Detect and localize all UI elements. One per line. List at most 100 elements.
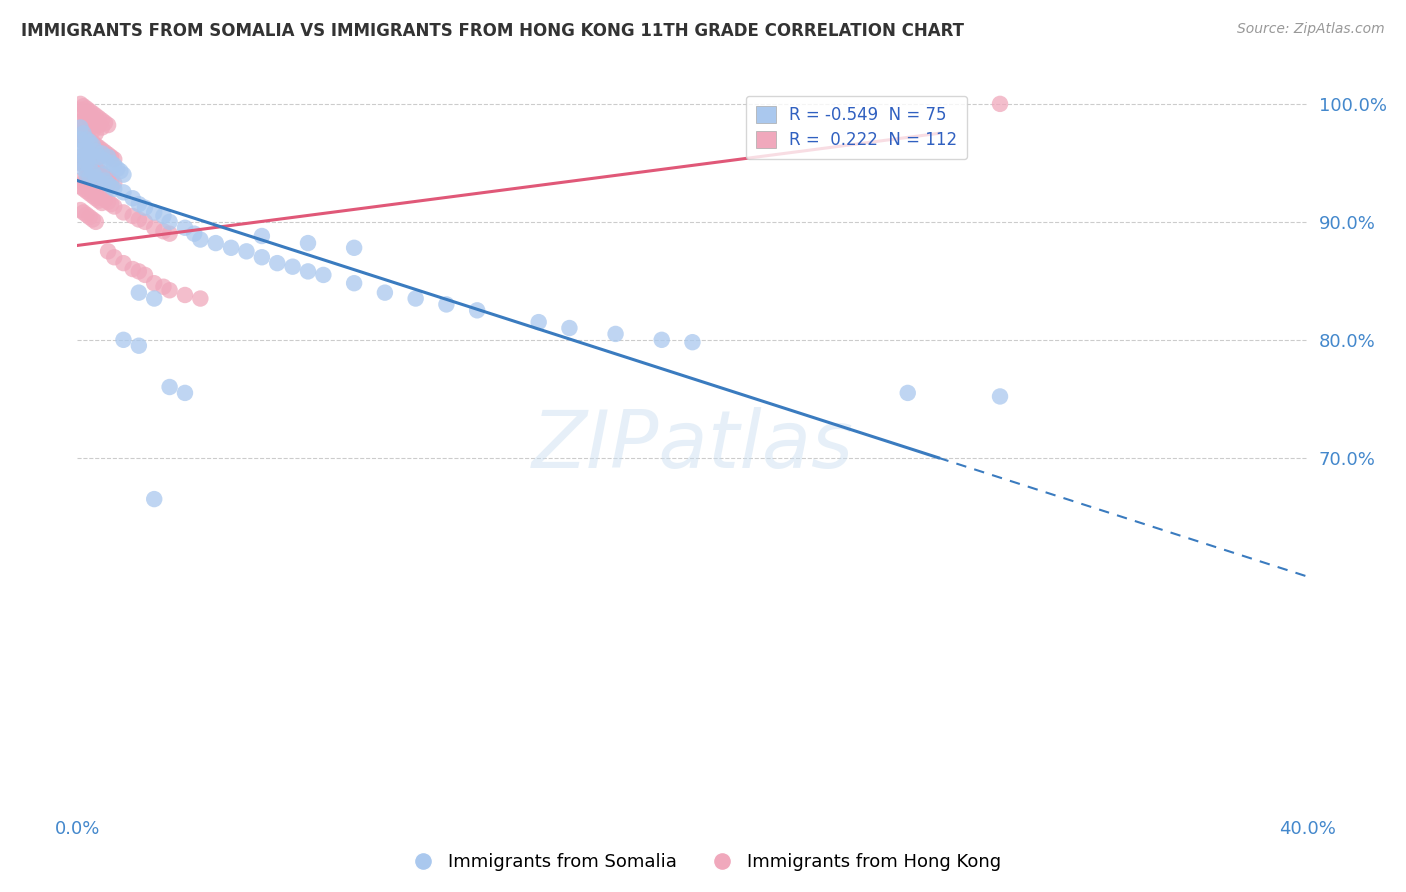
Point xyxy=(69,103,91,117)
Point xyxy=(343,276,366,290)
Point xyxy=(87,187,110,202)
Point xyxy=(134,201,156,215)
Point xyxy=(69,132,91,146)
Point xyxy=(90,149,114,163)
Point xyxy=(235,244,257,259)
Point xyxy=(100,156,122,170)
Point xyxy=(79,157,101,171)
Point xyxy=(97,150,120,164)
Point xyxy=(79,139,101,153)
Point xyxy=(94,169,117,183)
Point xyxy=(82,124,104,138)
Point xyxy=(103,250,125,264)
Point xyxy=(100,179,122,194)
Point xyxy=(69,132,91,146)
Point xyxy=(84,186,107,200)
Point xyxy=(374,285,396,300)
Point xyxy=(152,279,174,293)
Point xyxy=(76,120,98,134)
Point xyxy=(94,153,117,168)
Point xyxy=(121,262,143,277)
Point xyxy=(76,102,98,116)
Point xyxy=(79,111,101,125)
Point xyxy=(97,194,120,209)
Point xyxy=(100,173,122,187)
Point xyxy=(297,236,319,251)
Point xyxy=(143,205,166,219)
Point xyxy=(97,177,120,191)
Point xyxy=(84,127,107,141)
Point xyxy=(204,236,226,251)
Point xyxy=(90,172,114,186)
Point xyxy=(682,335,704,350)
Point xyxy=(69,114,91,128)
Point xyxy=(69,150,91,164)
Point xyxy=(90,113,114,128)
Point xyxy=(69,144,91,158)
Point xyxy=(72,153,94,167)
Point xyxy=(76,156,98,170)
Point xyxy=(159,227,181,241)
Point xyxy=(84,215,107,229)
Point xyxy=(266,256,288,270)
Point xyxy=(219,241,242,255)
Point xyxy=(90,168,114,182)
Point xyxy=(84,138,107,153)
Point xyxy=(90,120,114,135)
Point xyxy=(128,212,150,227)
Point xyxy=(72,99,94,113)
Point xyxy=(79,158,101,172)
Point xyxy=(100,197,122,211)
Point xyxy=(82,165,104,179)
Point xyxy=(69,127,91,141)
Point xyxy=(159,283,181,297)
Point xyxy=(94,116,117,130)
Point xyxy=(79,121,101,136)
Point xyxy=(87,150,110,164)
Point xyxy=(79,210,101,224)
Point xyxy=(174,385,197,400)
Point xyxy=(343,241,366,255)
Point xyxy=(76,208,98,222)
Point xyxy=(152,224,174,238)
Point xyxy=(87,140,110,154)
Point xyxy=(79,163,101,178)
Point xyxy=(84,161,107,176)
Point xyxy=(79,146,101,161)
Legend: Immigrants from Somalia, Immigrants from Hong Kong: Immigrants from Somalia, Immigrants from… xyxy=(398,847,1008,879)
Point xyxy=(84,144,107,158)
Point xyxy=(90,146,114,161)
Text: ZIPatlas: ZIPatlas xyxy=(531,407,853,485)
Point xyxy=(72,176,94,190)
Point xyxy=(82,106,104,120)
Point xyxy=(72,158,94,172)
Point xyxy=(103,200,125,214)
Point xyxy=(128,339,150,353)
Point xyxy=(76,178,98,193)
Point xyxy=(312,268,335,282)
Point xyxy=(79,103,101,118)
Point xyxy=(82,212,104,227)
Point xyxy=(79,133,101,147)
Point xyxy=(82,113,104,128)
Point xyxy=(174,288,197,302)
Point xyxy=(72,182,94,196)
Point xyxy=(97,147,120,161)
Point xyxy=(97,171,120,186)
Point xyxy=(76,184,98,198)
Point xyxy=(159,380,181,394)
Point xyxy=(128,285,150,300)
Point xyxy=(112,333,135,347)
Point xyxy=(103,153,125,167)
Point xyxy=(79,186,101,201)
Point xyxy=(112,186,135,200)
Point xyxy=(79,180,101,194)
Point xyxy=(97,244,120,259)
Point xyxy=(87,164,110,178)
Point xyxy=(94,173,117,187)
Point xyxy=(69,173,91,187)
Point xyxy=(105,161,128,176)
Point xyxy=(112,168,135,182)
Point xyxy=(87,169,110,184)
Point xyxy=(76,136,98,151)
